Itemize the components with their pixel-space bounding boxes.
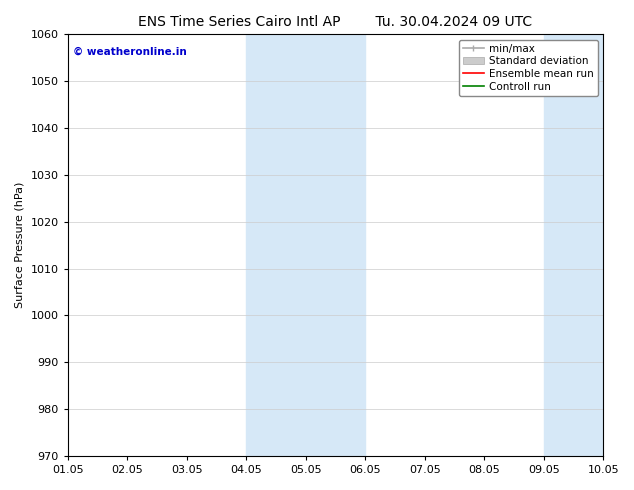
- Y-axis label: Surface Pressure (hPa): Surface Pressure (hPa): [15, 182, 25, 308]
- Legend: min/max, Standard deviation, Ensemble mean run, Controll run: min/max, Standard deviation, Ensemble me…: [459, 40, 598, 96]
- Bar: [544, 34, 634, 456]
- Text: © weatheronline.in: © weatheronline.in: [73, 47, 187, 57]
- Title: ENS Time Series Cairo Intl AP        Tu. 30.04.2024 09 UTC: ENS Time Series Cairo Intl AP Tu. 30.04.…: [138, 15, 533, 29]
- Bar: [246, 34, 365, 456]
